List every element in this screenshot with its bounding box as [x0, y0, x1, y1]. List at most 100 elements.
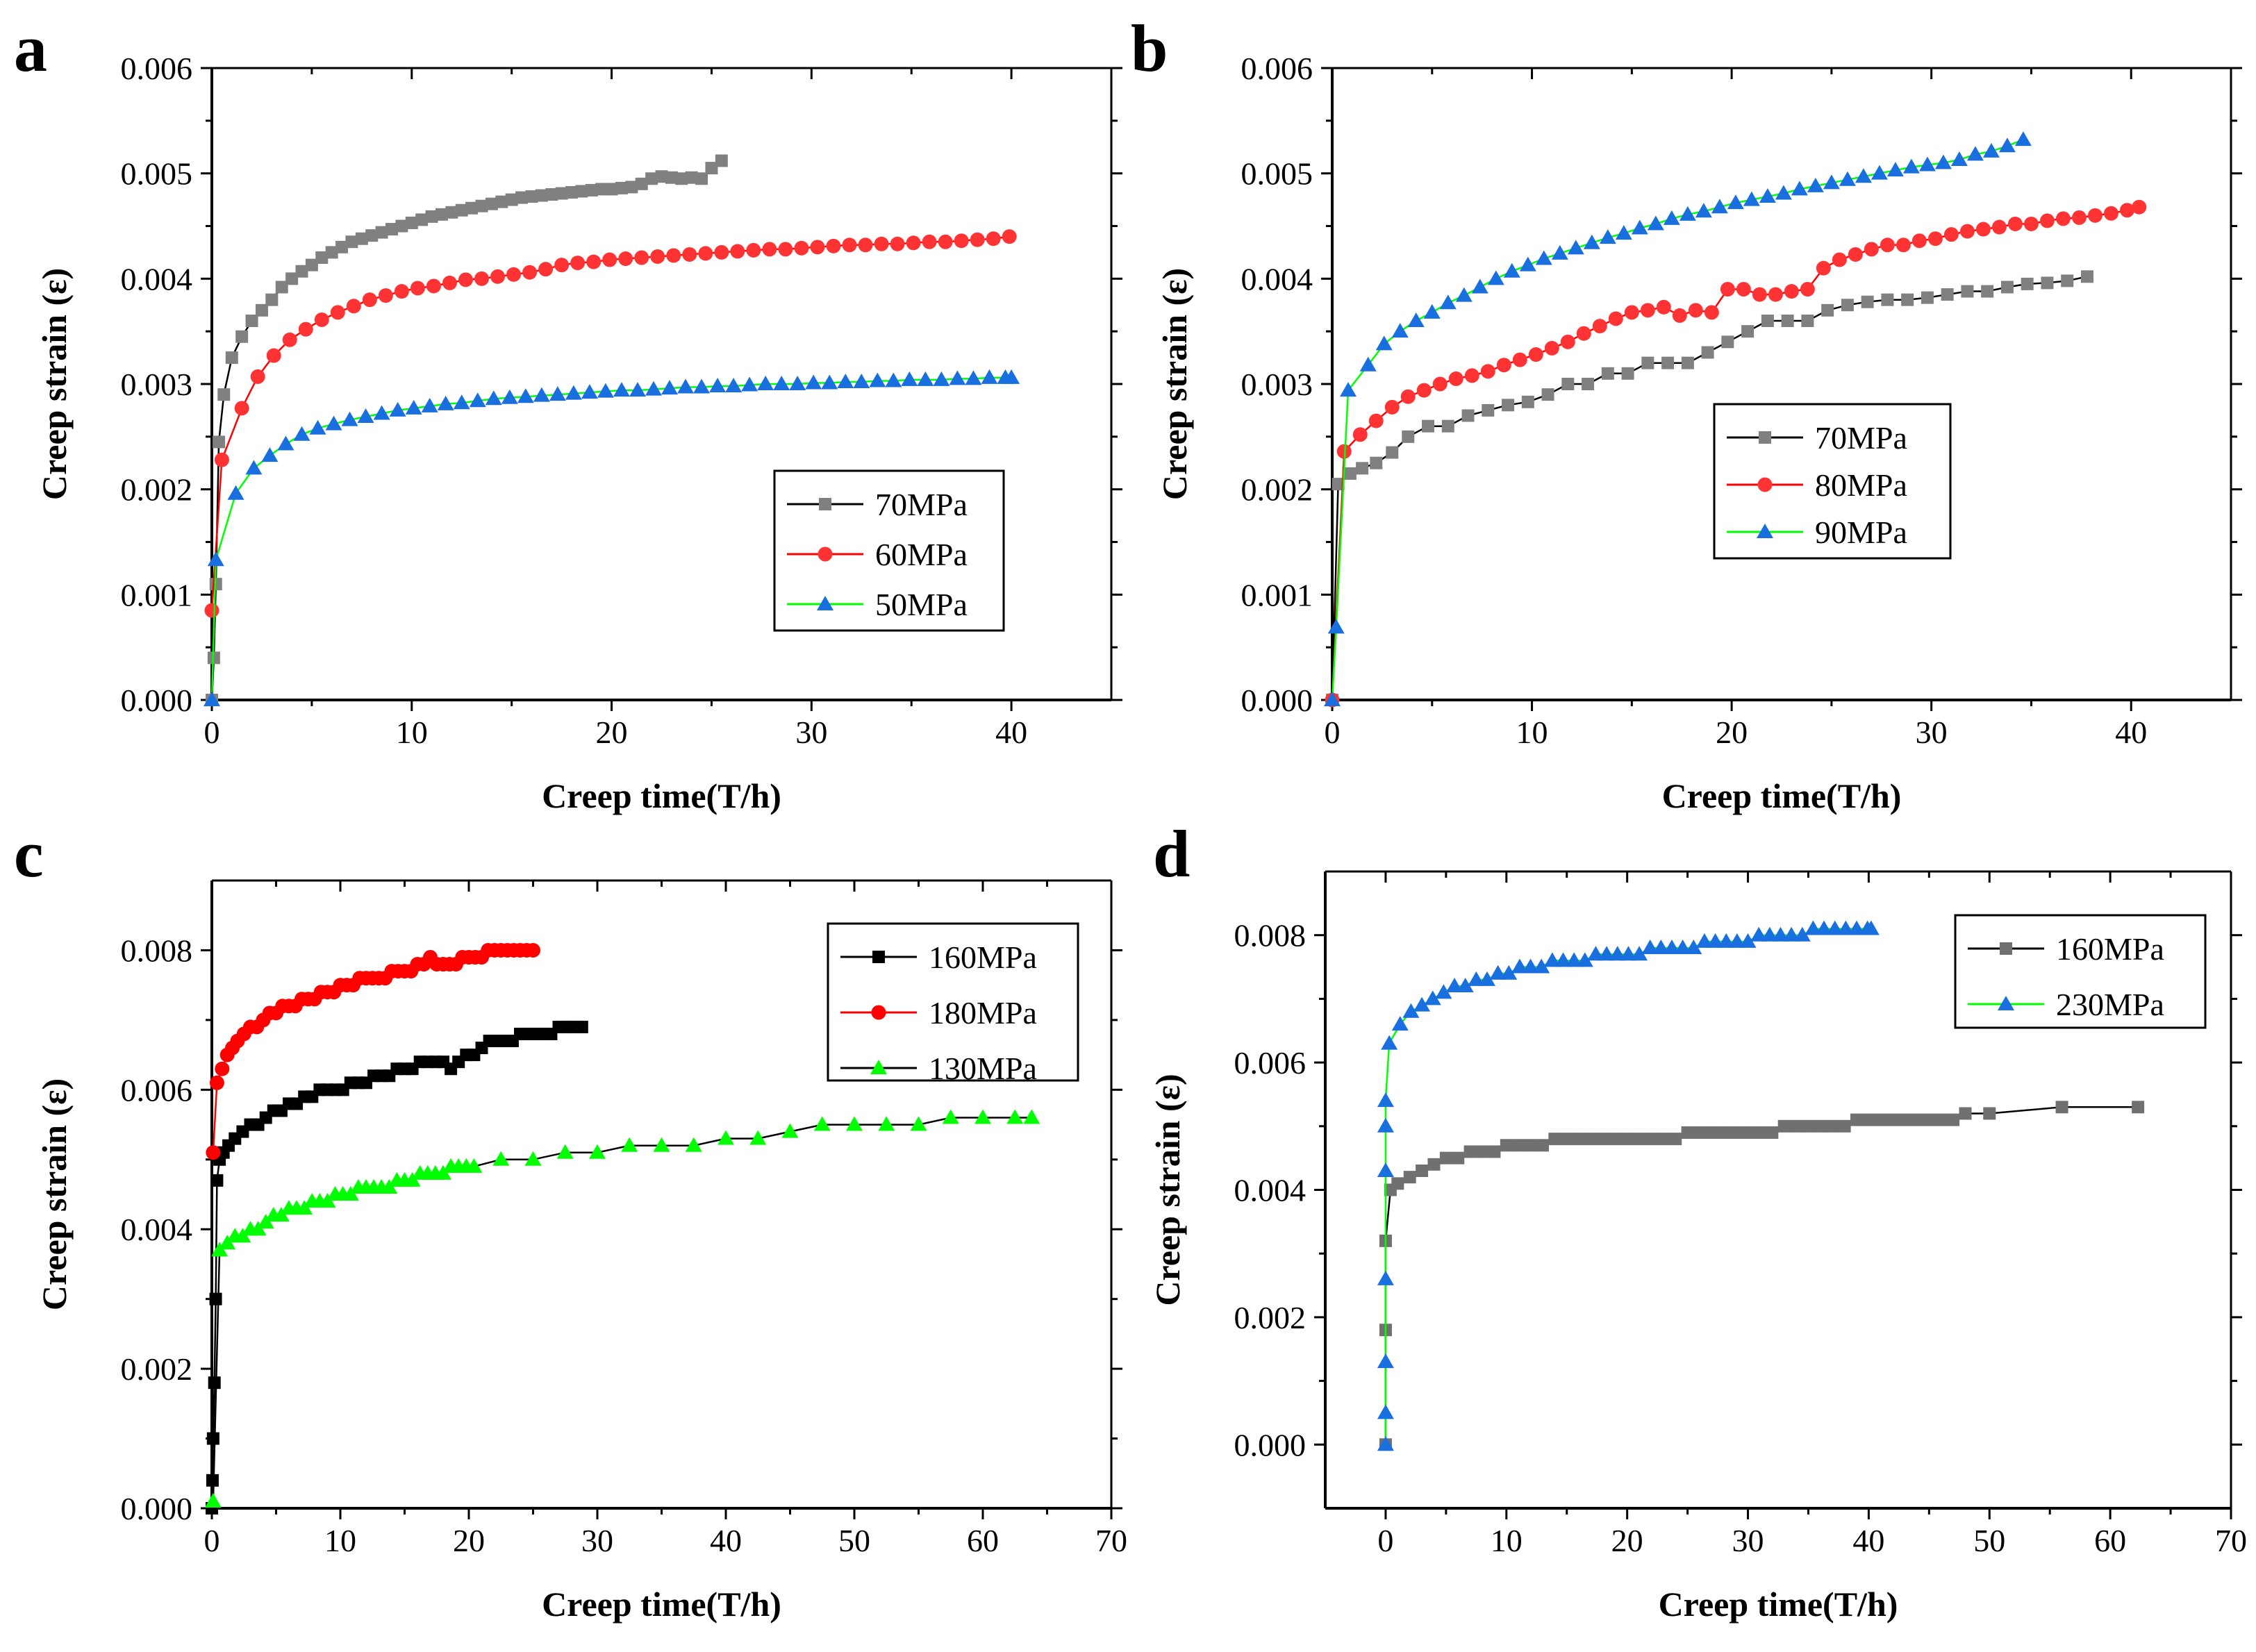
data-point — [595, 183, 608, 196]
data-point — [2007, 216, 2023, 231]
data-point — [469, 392, 486, 408]
data-point — [1966, 146, 1984, 161]
data-point — [1838, 1119, 1851, 1133]
data-point — [209, 1292, 222, 1305]
data-point — [565, 185, 578, 199]
data-point — [210, 1174, 224, 1187]
data-point — [1705, 1126, 1718, 1139]
y-tick-label: 0.004 — [121, 261, 193, 297]
data-point — [655, 170, 668, 183]
data-point — [890, 236, 905, 251]
data-point — [215, 1061, 230, 1076]
data-point — [1457, 978, 1474, 993]
data-point — [1656, 299, 1671, 315]
legend-label: 180MPa — [929, 995, 1037, 1031]
data-point — [455, 203, 468, 217]
data-point — [1455, 287, 1473, 302]
x-tick-label: 10 — [1516, 715, 1548, 750]
legend-label: 160MPa — [2056, 931, 2164, 967]
data-point — [1998, 137, 2016, 153]
x-tick-label: 20 — [453, 1523, 485, 1558]
x-tick-label: 20 — [596, 715, 628, 750]
data-point — [261, 447, 279, 462]
data-point — [437, 395, 454, 410]
data-point — [415, 213, 429, 226]
data-point — [1837, 920, 1855, 935]
data-point — [1910, 1113, 1923, 1126]
data-point — [1850, 1113, 1864, 1126]
data-point — [906, 235, 921, 251]
data-point — [1620, 946, 1637, 961]
data-point — [1463, 1145, 1477, 1158]
series-60MPa — [204, 229, 1017, 618]
data-point — [1645, 1133, 1658, 1146]
data-point — [1652, 940, 1670, 955]
data-point — [1533, 958, 1550, 974]
data-point — [285, 272, 299, 285]
data-point — [1681, 1126, 1694, 1139]
legend-label: 70MPa — [1815, 420, 1907, 456]
data-point — [1543, 952, 1561, 967]
data-point — [1615, 225, 1632, 240]
legend-marker — [1757, 477, 1773, 492]
series-line — [1331, 206, 2140, 701]
data-point — [1377, 1436, 1394, 1451]
data-point — [2000, 281, 2014, 294]
data-point — [1896, 237, 1911, 253]
data-point — [405, 399, 422, 415]
data-point — [1886, 1113, 1900, 1126]
data-point — [490, 269, 506, 284]
data-point — [1681, 356, 1694, 369]
data-point — [970, 232, 985, 247]
x-tick-label: 0 — [1325, 715, 1341, 750]
series-70MPa — [1326, 270, 2093, 706]
data-point — [1983, 1107, 1996, 1120]
x-axis-title: Creep time(T/h) — [1662, 776, 1902, 815]
data-point — [357, 408, 374, 424]
x-tick-label: 40 — [710, 1523, 742, 1558]
data-point — [1377, 1117, 1394, 1133]
data-point — [1422, 419, 1435, 433]
data-point — [1730, 1126, 1743, 1139]
data-point — [1761, 926, 1778, 942]
panel-letter: b — [1131, 11, 1168, 85]
data-point — [1801, 315, 1814, 327]
data-point — [1624, 305, 1639, 320]
data-point — [2071, 210, 2087, 225]
data-point — [1560, 1133, 1573, 1146]
data-point — [1377, 1404, 1394, 1419]
data-point — [1741, 1126, 1755, 1139]
data-point — [1359, 356, 1377, 372]
data-point — [1717, 1126, 1730, 1139]
data-point — [1761, 315, 1774, 327]
data-point — [1766, 1126, 1779, 1139]
data-point — [1727, 194, 1744, 210]
data-point — [1500, 1139, 1513, 1152]
data-point — [250, 369, 265, 384]
data-point — [389, 401, 406, 417]
data-point — [1576, 326, 1591, 341]
data-point — [1609, 1133, 1622, 1146]
data-point — [492, 1151, 510, 1166]
data-point — [621, 1137, 638, 1152]
x-tick-label: 10 — [324, 1523, 356, 1558]
data-point — [1674, 940, 1691, 955]
y-tick-label: 0.003 — [1241, 367, 1313, 402]
data-point — [682, 247, 697, 262]
data-point — [1482, 403, 1495, 417]
data-point — [1386, 446, 1399, 459]
data-point — [555, 187, 568, 200]
legend-label: 50MPa — [875, 587, 968, 622]
data-point — [341, 411, 358, 426]
legend-marker — [1757, 524, 1773, 538]
data-point — [1512, 1139, 1525, 1152]
data-point — [515, 191, 529, 204]
y-tick-label: 0.002 — [121, 472, 193, 508]
data-point — [1567, 240, 1584, 255]
data-point — [1621, 367, 1634, 380]
legend-box — [1954, 914, 2207, 1029]
data-point — [485, 197, 498, 210]
data-point — [1816, 920, 1833, 935]
data-point — [458, 272, 473, 287]
data-point — [1721, 335, 1734, 349]
